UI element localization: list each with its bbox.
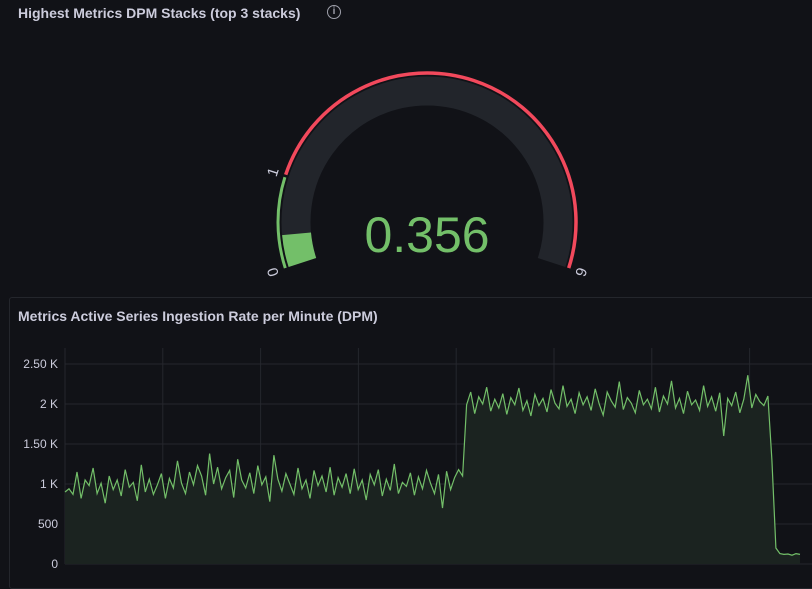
gauge-value: 0.356	[364, 207, 489, 263]
gauge-panel-title: Highest Metrics DPM Stacks (top 3 stacks…	[18, 5, 301, 21]
chart-panel-title: Metrics Active Series Ingestion Rate per…	[18, 308, 378, 324]
gauge-threshold-red	[284, 71, 578, 269]
gauge-threshold-label: 1	[264, 165, 283, 178]
chart-panel	[9, 297, 812, 589]
gauge: 0 1 6 0.356	[264, 71, 590, 279]
info-circle-icon[interactable]: i	[327, 5, 341, 19]
gauge-value-fill	[282, 232, 317, 267]
gauge-min-label: 0	[264, 265, 283, 278]
gauge-track	[281, 76, 573, 267]
gauge-max-label: 6	[571, 265, 590, 278]
gauge-threshold-green	[276, 176, 287, 269]
